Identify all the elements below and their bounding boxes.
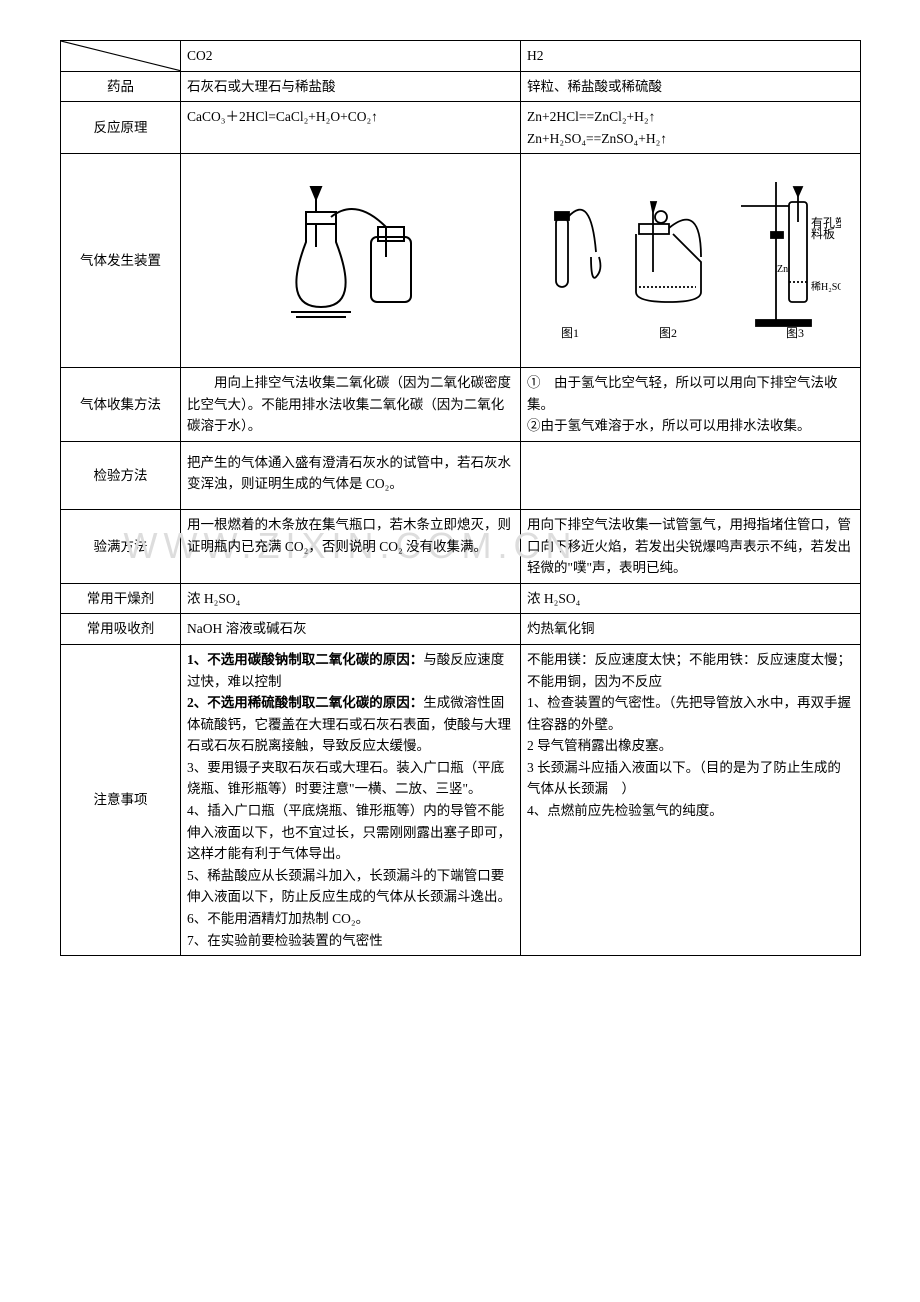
notes-h2-3: 3 长颈漏斗应插入液面以下。（目的是为了防止生成的气体从长颈漏 ） <box>527 760 841 797</box>
row-test: 检验方法 把产生的气体通入盛有澄清石灰水的试管中，若石灰水变浑浊，则证明生成的气… <box>61 441 861 509</box>
full-co2-text: 用一根燃着的木条放在集气瓶口，若木条立即熄灭，则证明瓶内已充满 CO₂，否则说明… <box>187 514 514 557</box>
test-co2: 把产生的气体通入盛有澄清石灰水的试管中，若石灰水变浑浊，则证明生成的气体是 CO… <box>181 441 521 509</box>
label-principle: 反应原理 <box>61 102 181 154</box>
row-full: 验满方法 WWW.ZIXIN.COM.CN 用一根燃着的木条放在集气瓶口，若木条… <box>61 509 861 583</box>
notes-co2: 1、不选用碳酸钠制取二氧化碳的原因：与酸反应速度过快，难以控制 2、不选用稀硫酸… <box>181 644 521 955</box>
collect-h2-1: ① 由于氢气比空气轻，所以可以用向下排空气法收集。 <box>527 372 854 415</box>
row-principle: 反应原理 CaCO₃＋2HCl=CaCl₂+H₂O+CO₂↑ Zn+2HCl==… <box>61 102 861 154</box>
row-apparatus: 气体发生装置 <box>61 154 861 368</box>
label-apparatus: 气体发生装置 <box>61 154 181 368</box>
notes-h2-4: 4、点燃前应先检验氢气的纯度。 <box>527 803 723 818</box>
col-header-h2: H2 <box>521 41 861 72</box>
comparison-table: CO2 H2 药品 石灰石或大理石与稀盐酸 锌粒、稀盐酸或稀硫酸 反应原理 Ca… <box>60 40 861 956</box>
label-drugs: 药品 <box>61 71 181 102</box>
principle-h2-2: Zn+H₂SO₄==ZnSO₄+H₂↑ <box>527 128 854 150</box>
row-dry: 常用干燥剂 浓 H₂SO₄ 浓 H₂SO₄ <box>61 583 861 614</box>
full-co2: WWW.ZIXIN.COM.CN 用一根燃着的木条放在集气瓶口，若木条立即熄灭，… <box>181 509 521 583</box>
dry-co2: 浓 H₂SO₄ <box>181 583 521 614</box>
row-collect: 气体收集方法 用向上排空气法收集二氧化碳（因为二氧化碳密度比空气大）。不能用排水… <box>61 367 861 441</box>
drugs-co2: 石灰石或大理石与稀盐酸 <box>181 71 521 102</box>
fig1-label: 图1 <box>561 326 579 340</box>
notes-h2-0: 不能用镁：反应速度太快；不能用铁：反应速度太慢；不能用铜，因为不反应 <box>527 652 851 689</box>
h2-apparatus-icon: 有孔塑 料板 Zn 稀H₂SO₄ 图1 图2 图3 <box>541 162 841 352</box>
dry-h2: 浓 H₂SO₄ <box>521 583 861 614</box>
label-full: 验满方法 <box>61 509 181 583</box>
absorb-co2: NaOH 溶液或碱石灰 <box>181 614 521 645</box>
apparatus-co2 <box>181 154 521 368</box>
notes-h2-2: 2 导气管稍露出橡皮塞。 <box>527 738 672 753</box>
full-h2: 用向下排空气法收集一试管氢气，用拇指堵住管口，管口向下移近火焰，若发出尖锐爆鸣声… <box>521 509 861 583</box>
label-test: 检验方法 <box>61 441 181 509</box>
svg-text:Zn: Zn <box>777 264 788 275</box>
label-notes: 注意事项 <box>61 644 181 955</box>
collect-co2: 用向上排空气法收集二氧化碳（因为二氧化碳密度比空气大）。不能用排水法收集二氧化碳… <box>181 367 521 441</box>
principle-h2-1: Zn+2HCl==ZnCl₂+H₂↑ <box>527 106 854 128</box>
principle-co2: CaCO₃＋2HCl=CaCl₂+H₂O+CO₂↑ <box>181 102 521 154</box>
flask-apparatus-icon <box>256 177 446 337</box>
col-header-co2: CO2 <box>181 41 521 72</box>
svg-text:稀H₂SO₄: 稀H₂SO₄ <box>811 280 841 293</box>
label-collect: 气体收集方法 <box>61 367 181 441</box>
collect-h2-2: ②由于氢气难溶于水，所以可以用排水法收集。 <box>527 415 854 437</box>
collect-h2: ① 由于氢气比空气轻，所以可以用向下排空气法收集。 ②由于氢气难溶于水，所以可以… <box>521 367 861 441</box>
svg-text:料板: 料板 <box>811 227 835 241</box>
test-h2 <box>521 441 861 509</box>
header-row: CO2 H2 <box>61 41 861 72</box>
notes-h2-1: 1、检查装置的气密性。（先把导管放入水中，再双手握住容器的外壁。 <box>527 695 851 732</box>
absorb-h2: 灼热氧化铜 <box>521 614 861 645</box>
row-absorb: 常用吸收剂 NaOH 溶液或碱石灰 灼热氧化铜 <box>61 614 861 645</box>
drugs-h2: 锌粒、稀盐酸或稀硫酸 <box>521 71 861 102</box>
notes-co2-2b: 2、不选用稀硫酸制取二氧化碳的原因： <box>187 695 423 710</box>
row-notes: 注意事项 1、不选用碳酸钠制取二氧化碳的原因：与酸反应速度过快，难以控制 2、不… <box>61 644 861 955</box>
principle-h2: Zn+2HCl==ZnCl₂+H₂↑ Zn+H₂SO₄==ZnSO₄+H₂↑ <box>521 102 861 154</box>
row-drugs: 药品 石灰石或大理石与稀盐酸 锌粒、稀盐酸或稀硫酸 <box>61 71 861 102</box>
label-dry: 常用干燥剂 <box>61 583 181 614</box>
fig2-label: 图2 <box>659 326 677 340</box>
notes-co2-3: 3、要用镊子夹取石灰石或大理石。装入广口瓶（平底烧瓶、锥形瓶等）时要注意"一横、… <box>187 760 504 797</box>
notes-co2-4: 4、插入广口瓶（平底烧瓶、锥形瓶等）内的导管不能伸入液面以下，也不宜过长，只需刚… <box>187 803 511 861</box>
notes-co2-5: 5、稀盐酸应从长颈漏斗加入，长颈漏斗的下端管口要伸入液面以下，防止反应生成的气体… <box>187 868 511 905</box>
label-absorb: 常用吸收剂 <box>61 614 181 645</box>
notes-co2-1b: 1、不选用碳酸钠制取二氧化碳的原因： <box>187 652 423 667</box>
apparatus-h2: 有孔塑 料板 Zn 稀H₂SO₄ 图1 图2 图3 <box>521 154 861 368</box>
notes-co2-6: 6、不能用酒精灯加热制 CO₂。 <box>187 911 369 926</box>
fig3-label: 图3 <box>786 326 804 340</box>
notes-h2: 不能用镁：反应速度太快；不能用铁：反应速度太慢；不能用铜，因为不反应 1、检查装… <box>521 644 861 955</box>
diagonal-cell <box>61 41 181 72</box>
notes-co2-7: 7、在实验前要检验装置的气密性 <box>187 933 383 948</box>
